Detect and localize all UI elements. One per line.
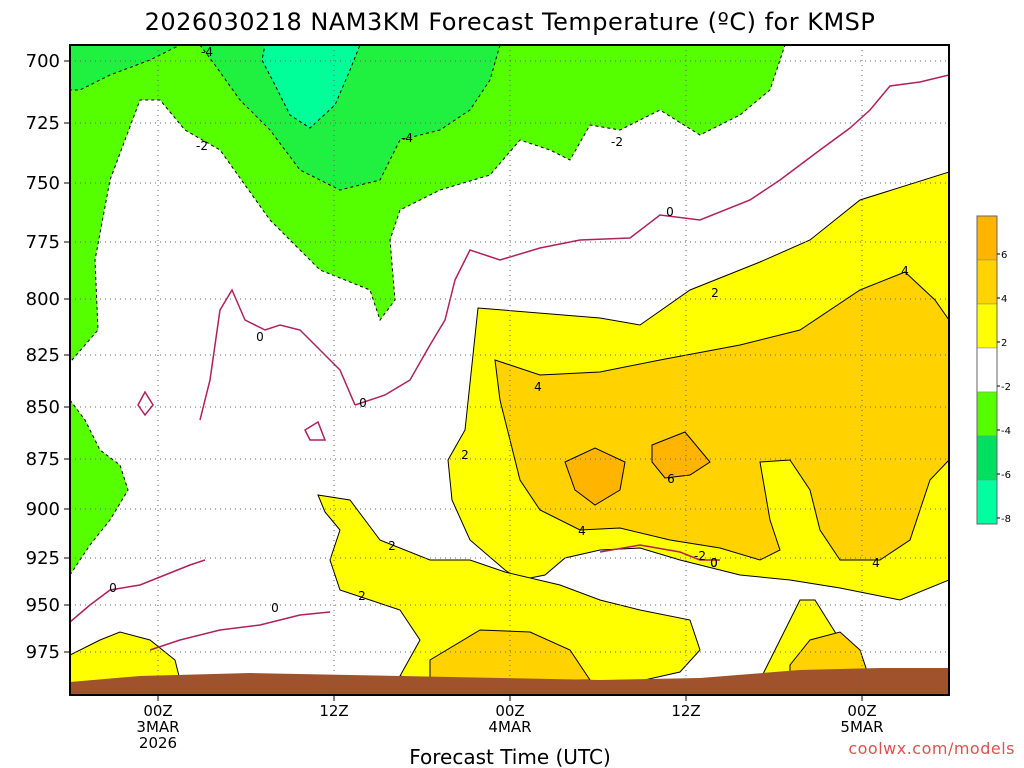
x-tick-label: 2026 [139, 734, 177, 752]
grid [70, 45, 949, 695]
zero-isotherm-mid [199, 288, 356, 421]
contour-label: 2 [711, 286, 719, 300]
warm-6-plus-b [651, 431, 711, 479]
colorbar-label: -4 [1001, 426, 1011, 437]
contour-label: 0 [666, 205, 674, 219]
contour-label: 4 [872, 556, 880, 570]
x-tick-label: 00Z [495, 702, 524, 720]
x-tick-label: 00Z [847, 702, 876, 720]
contour-label: 2 [388, 539, 396, 553]
x-axis-title: Forecast Time (UTC) [409, 745, 611, 768]
cold-m2-m4-region [70, 45, 786, 361]
y-tick-label: 800 [26, 289, 60, 310]
y-tick-label: 775 [26, 232, 60, 253]
contour-label: 4 [901, 264, 909, 278]
contour-label: 0 [710, 556, 718, 570]
y-tick-label: 750 [26, 173, 60, 194]
colorbar-label: 2 [1001, 338, 1007, 349]
contour-label: -2 [196, 139, 208, 153]
y-tick-label: 825 [26, 345, 60, 366]
colorbar-segment [976, 479, 998, 525]
contour-label: 4 [534, 380, 542, 394]
zero-isotherm-small-c [599, 544, 720, 561]
y-tick-label: 900 [26, 499, 60, 520]
contour-label: 2 [358, 589, 366, 603]
contour-label: -2 [694, 549, 706, 563]
y-tick-label: 725 [26, 113, 60, 134]
colorbar-segment [976, 259, 998, 305]
x-tick-label: 3MAR [136, 718, 179, 736]
y-tick-label: 850 [26, 397, 60, 418]
contour-label: 2 [461, 448, 469, 462]
colorbar-label: -6 [1001, 470, 1011, 481]
y-tick-label: 975 [26, 642, 60, 663]
colorbar-segment [976, 391, 998, 437]
x-tick-label: 12Z [319, 702, 348, 720]
x-tick-label: 12Z [671, 702, 700, 720]
y-tick-label: 700 [26, 51, 60, 72]
colorbar-segment [976, 435, 998, 481]
y-axis: 700 725 750 775 800 825 850 875 900 925 950 975 [26, 51, 70, 663]
x-tick-label: 00Z [143, 702, 172, 720]
contour-label: 0 [271, 601, 279, 615]
contour-label: 6 [667, 472, 675, 486]
colorbar-label: -8 [1001, 514, 1011, 525]
warm-6-plus-a [564, 447, 626, 506]
warm-2-4-lower [317, 494, 701, 691]
credit-text: coolwx.com/models [848, 739, 1015, 758]
cold-below-m6-region [261, 45, 361, 129]
zero-isotherm-small-b [304, 420, 327, 441]
contour-label: 0 [359, 396, 367, 410]
colorbar: 6 4 2 -2 -4 -6 -8 [976, 215, 1011, 525]
x-tick-label: 4MAR [488, 718, 531, 736]
colorbar-label: 6 [1001, 250, 1007, 261]
terrain [70, 668, 949, 695]
colorbar-segment [976, 347, 998, 393]
cold-m2-m4-left-lower [70, 399, 129, 576]
colorbar-segment [976, 215, 998, 261]
contour-label: -2 [611, 135, 623, 149]
cold-m4-m6-left [70, 45, 181, 91]
contour-label: 0 [256, 330, 264, 344]
contour-label: -4 [401, 131, 413, 145]
contour-label: 0 [710, 556, 718, 570]
y-tick-label: 875 [26, 449, 60, 470]
colorbar-label: -2 [1001, 382, 1011, 393]
contour-label: -4 [201, 45, 213, 59]
colorbar-label: 4 [1001, 294, 1007, 305]
zero-isotherm-lower-mid [149, 611, 331, 651]
zero-isotherm-upper [354, 74, 949, 406]
y-tick-label: 950 [26, 595, 60, 616]
contour-label: 0 [109, 581, 117, 595]
colorbar-border [976, 215, 998, 525]
zero-isotherm-small-a [137, 390, 154, 417]
chart-title: 2026030218 NAM3KM Forecast Temperature (… [145, 8, 876, 36]
contour-label: 4 [578, 524, 586, 538]
colorbar-segment [976, 303, 998, 349]
y-tick-label: 925 [26, 548, 60, 569]
x-tick-label: 5MAR [840, 718, 883, 736]
